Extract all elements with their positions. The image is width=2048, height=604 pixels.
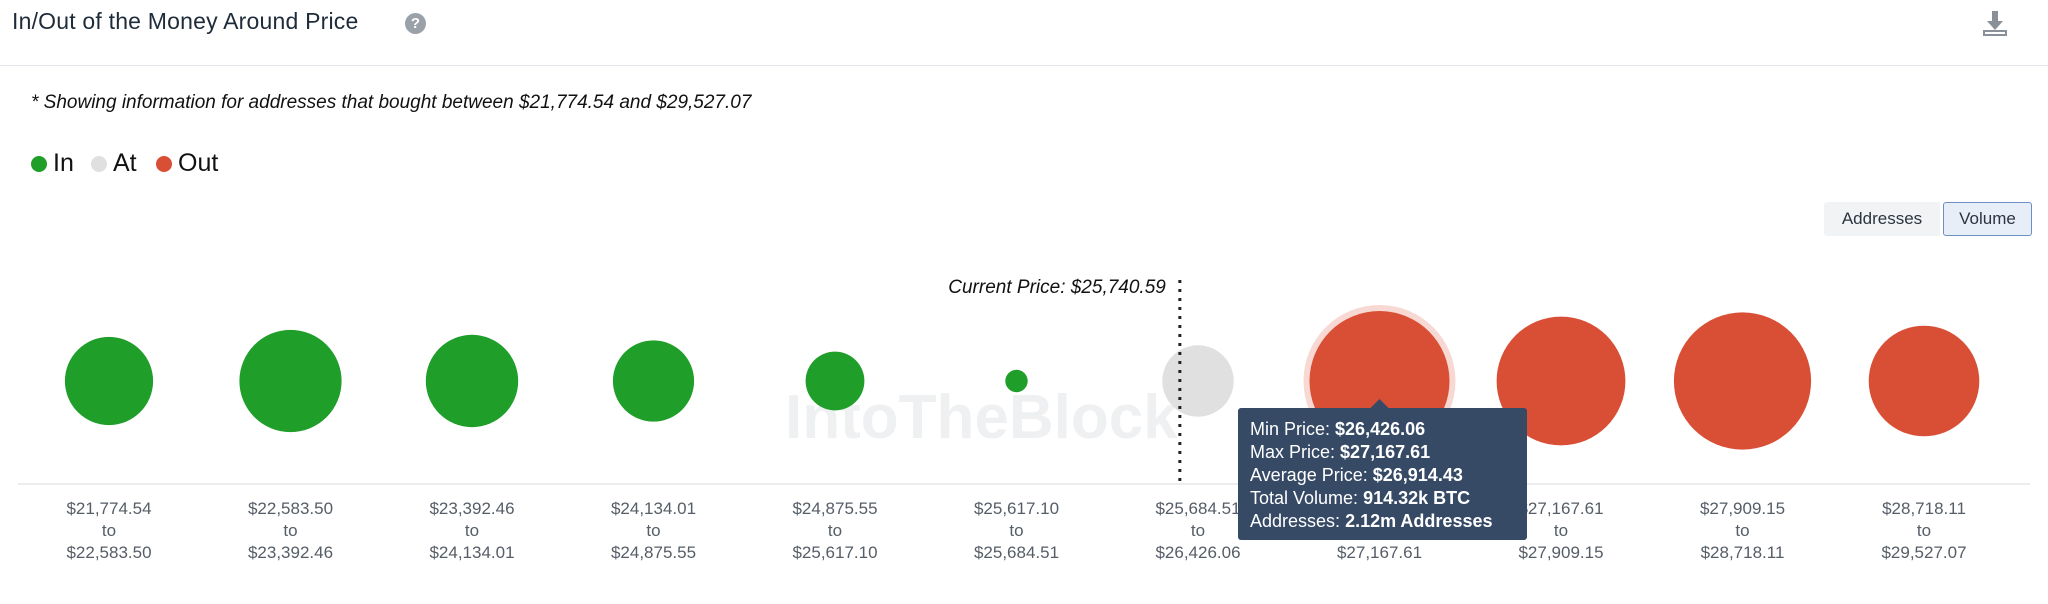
legend-dot-out [156, 156, 172, 172]
tooltip-row-total-volume: Total Volume: 914.32k BTC [1250, 488, 1471, 508]
bucket-to-connector: to [1917, 521, 1931, 540]
bucket-from-label: $22,583.50 [248, 499, 333, 518]
bucket-to-label: $26,426.06 [1155, 543, 1240, 562]
bubble-in[interactable] [425, 334, 519, 428]
page-title: In/Out of the Money Around Price [12, 8, 359, 34]
chart-header: In/Out of the Money Around Price ? [0, 0, 2048, 66]
bubble-out[interactable] [1868, 325, 1980, 437]
addresses-toggle-button[interactable]: Addresses [1824, 202, 1940, 236]
bucket-from-label: $24,875.55 [792, 499, 877, 518]
bucket-from-label: $27,909.15 [1700, 499, 1785, 518]
legend-dot-in [31, 156, 47, 172]
bubble-in[interactable] [64, 336, 154, 426]
bucket-from-label: $25,617.10 [974, 499, 1059, 518]
tooltip-row-addresses: Addresses: 2.12m Addresses [1250, 511, 1493, 531]
bubble-in[interactable] [1005, 369, 1028, 393]
download-icon[interactable] [1980, 8, 2010, 38]
tooltip-row-average-price: Average Price: $26,914.43 [1250, 465, 1463, 485]
bubble-in[interactable] [805, 351, 865, 411]
bubble-in[interactable] [612, 340, 695, 422]
bucket-to-connector: to [465, 521, 479, 540]
bucket-from-label: $23,392.46 [429, 499, 514, 518]
price-range-note: * Showing information for addresses that… [31, 92, 752, 113]
tooltip-pointer [1370, 399, 1389, 408]
volume-toggle-button[interactable]: Volume [1943, 202, 2032, 236]
bucket-to-connector: to [102, 521, 116, 540]
bucket-to-label: $25,684.51 [974, 543, 1059, 562]
bucket-to-label: $22,583.50 [66, 543, 151, 562]
bucket-to-connector: to [828, 521, 842, 540]
legend-label-at: At [113, 149, 137, 177]
bucket-to-label: $29,527.07 [1881, 543, 1966, 562]
legend-dot-at [91, 156, 107, 172]
question-circle-icon[interactable]: ? [405, 13, 426, 34]
bucket-to-label: $25,617.10 [792, 543, 877, 562]
bucket-from-label: $27,167.61 [1518, 499, 1603, 518]
bubble-in[interactable] [239, 329, 342, 433]
bucket-to-label: $27,909.15 [1518, 543, 1603, 562]
bucket-to-label: $28,718.11 [1701, 543, 1785, 562]
bucket-from-label: $28,718.11 [1882, 499, 1966, 518]
tooltip-row-max-price: Max Price: $27,167.61 [1250, 442, 1431, 462]
bucket-tooltip: Min Price: $26,426.06 Max Price: $27,167… [1238, 408, 1527, 540]
bucket-to-connector: to [646, 521, 660, 540]
bubble-out[interactable] [1496, 316, 1626, 446]
bubble-at[interactable] [1162, 345, 1234, 417]
bucket-to-connector: to [283, 521, 297, 540]
current-price-label: Current Price: $25,740.59 [948, 277, 1166, 298]
bucket-from-label: $25,684.51 [1155, 499, 1240, 518]
bucket-to-connector: to [1191, 521, 1205, 540]
bucket-from-label: $21,774.54 [66, 499, 151, 518]
bubble-out[interactable] [1673, 312, 1812, 450]
bucket-to-label: $23,392.46 [248, 543, 333, 562]
bubble-chart: IntoTheBlock$21,774.54to$22,583.50$22,58… [18, 277, 2030, 562]
bucket-from-label: $24,134.01 [611, 499, 696, 518]
bucket-to-label: $24,134.01 [429, 543, 514, 562]
bucket-to-connector: to [1554, 521, 1568, 540]
bucket-to-connector: to [1009, 521, 1023, 540]
legend-label-in: In [53, 149, 74, 177]
bucket-to-label: $27,167.61 [1337, 543, 1422, 562]
tooltip-row-min-price: Min Price: $26,426.06 [1250, 419, 1426, 439]
bucket-to-label: $24,875.55 [611, 543, 696, 562]
legend-label-out: Out [178, 149, 219, 177]
bucket-to-connector: to [1735, 521, 1749, 540]
